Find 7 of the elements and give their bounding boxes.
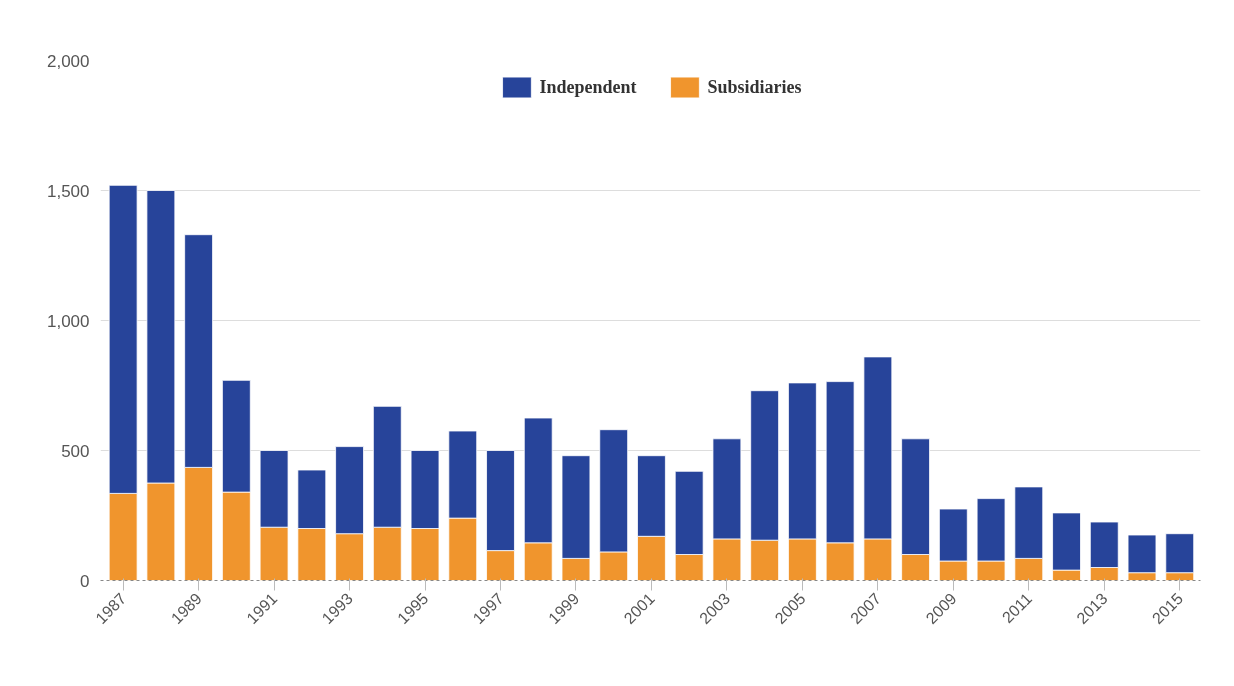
- y-tick-label: 1,000: [46, 311, 90, 331]
- y-tick-label: 0: [80, 571, 90, 591]
- y-tick-label: 500: [61, 441, 90, 461]
- y-tick-label: 2,000: [46, 51, 90, 71]
- legend-label: Subsidiaries: [707, 76, 802, 98]
- y-tick-label: 1,500: [46, 181, 90, 201]
- legend-label: Independent: [539, 76, 637, 98]
